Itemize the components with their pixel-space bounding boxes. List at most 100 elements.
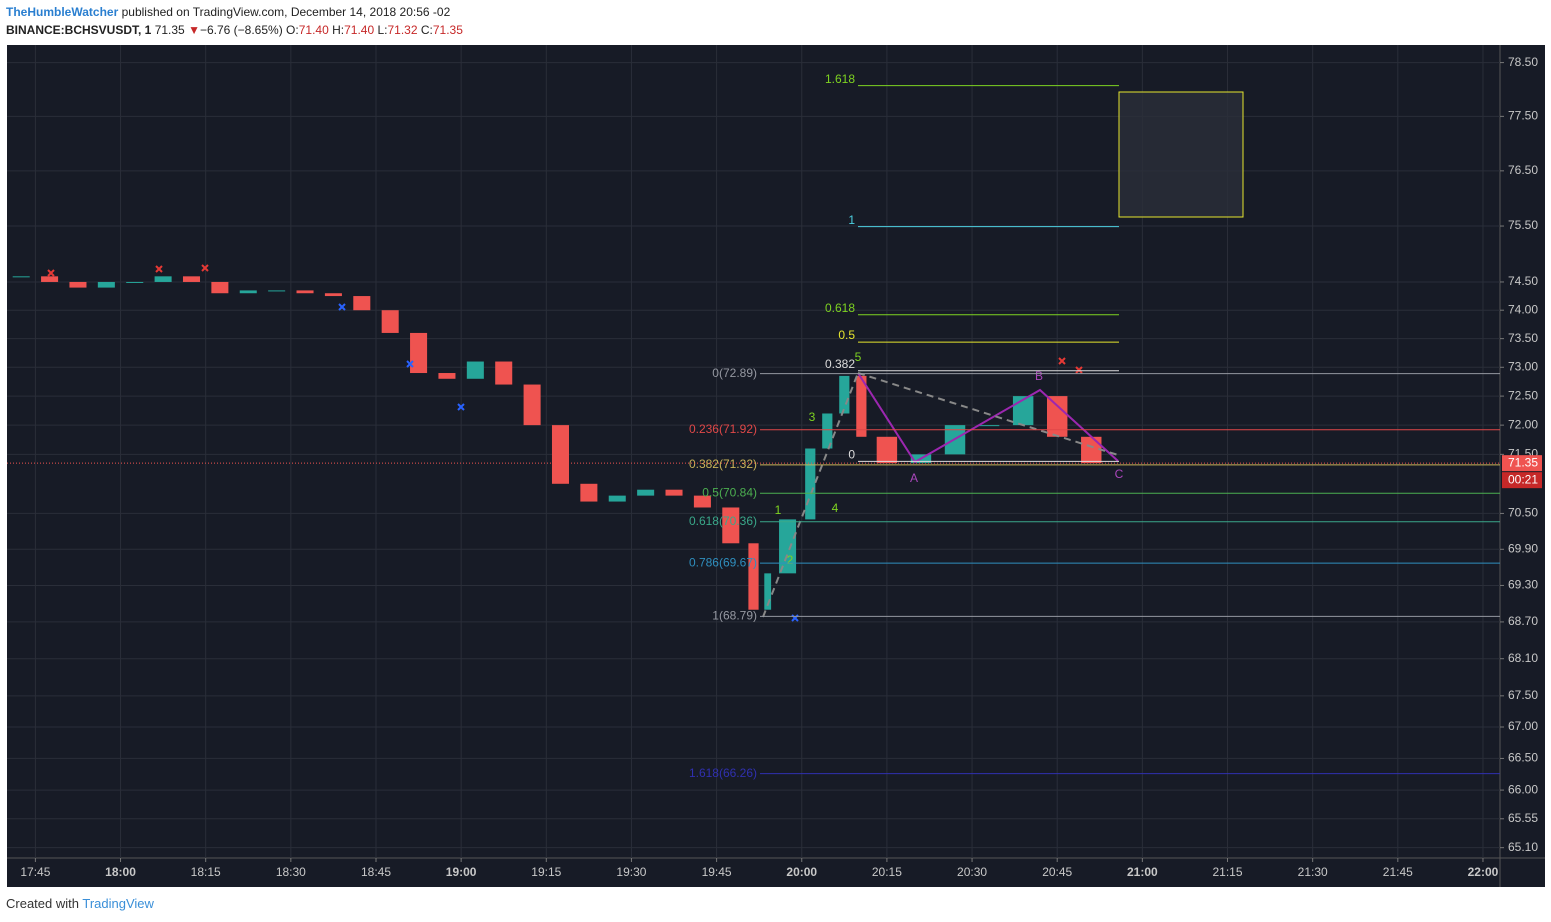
- fib-label: 0.382(71.32): [689, 457, 757, 471]
- current-price-label: 71.35: [1508, 455, 1538, 469]
- candle: [69, 281, 87, 288]
- buy-markers: [338, 303, 799, 622]
- y-tick-label: 74.50: [1508, 274, 1538, 288]
- candle: [822, 413, 833, 449]
- candle: [580, 483, 598, 502]
- candle: [856, 375, 867, 437]
- grid: [7, 45, 1500, 858]
- y-tick-label: 68.70: [1508, 614, 1538, 628]
- y-tick-label: 73.00: [1508, 359, 1538, 373]
- candle: [608, 495, 626, 502]
- fib-ext-label: 1.618: [825, 72, 855, 86]
- y-tick-label: 65.10: [1508, 840, 1538, 854]
- candle: [41, 276, 59, 282]
- fib-label: 0.5(70.84): [702, 485, 757, 499]
- current-price-box: [1502, 455, 1542, 472]
- fib-label: 0.618(70.36): [689, 514, 757, 528]
- fib-label: 0.236(71.92): [689, 422, 757, 436]
- candle: [693, 495, 711, 508]
- candle: [805, 448, 816, 520]
- candle: [381, 310, 399, 333]
- y-tick-label: 67.50: [1508, 688, 1538, 702]
- x-tick-label: 20:45: [1042, 865, 1072, 879]
- wave-label: C: [1115, 467, 1124, 481]
- abc-zigzag: [857, 372, 1119, 464]
- last: 71.35: [154, 23, 185, 37]
- ohlc-l-key: L:: [377, 23, 388, 37]
- candle: [1081, 436, 1102, 464]
- x-tick-label: 19:15: [531, 865, 561, 879]
- ohlc-h: 71.40: [344, 23, 375, 37]
- x-tick-label: 20:15: [872, 865, 902, 879]
- y-tick-label: 72.00: [1508, 417, 1538, 431]
- symbol: BINANCE:BCHSVUSDT, 1: [6, 23, 152, 37]
- wave-label: 2: [787, 553, 794, 567]
- candle: [466, 361, 484, 379]
- candle: [748, 543, 759, 610]
- candle: [665, 489, 683, 496]
- x-tick-label: 21:45: [1383, 865, 1413, 879]
- candle: [779, 519, 797, 574]
- y-tick-label: 66.50: [1508, 751, 1538, 765]
- y-tick-label: 77.50: [1508, 109, 1538, 123]
- x-tick-label: 19:45: [702, 865, 732, 879]
- ohlc-o: 71.40: [298, 23, 329, 37]
- y-tick-label: 70.50: [1508, 506, 1538, 520]
- author[interactable]: TheHumbleWatcher: [6, 5, 119, 19]
- arrow: ▼: [188, 23, 200, 37]
- x-tick-label: 18:15: [191, 865, 221, 879]
- fib-ext-label: 0.5: [838, 328, 855, 342]
- wave-label: A: [910, 471, 918, 485]
- countdown-box: [1502, 472, 1542, 489]
- x-tick-label: 19:30: [616, 865, 646, 879]
- change: −6.76 (−8.65%): [199, 23, 283, 37]
- candle: [296, 290, 314, 294]
- countdown-label: 00:21: [1508, 472, 1538, 486]
- candle: [410, 332, 428, 374]
- sell-markers: [47, 264, 1083, 374]
- trend-dashed: [857, 372, 1119, 456]
- created: Created with: [6, 896, 79, 911]
- y-tick-label: 73.50: [1508, 331, 1538, 345]
- candle: [97, 281, 115, 288]
- target-box: [1118, 91, 1244, 218]
- x-tick-label: 21:00: [1127, 865, 1158, 879]
- chart-background: [7, 45, 1545, 887]
- y-tick-label: 72.50: [1508, 388, 1538, 402]
- chart: 1 2 3 4 5 A B C 78.50 77.50 76.50 75.50 74.5…: [7, 45, 1545, 887]
- y-tick-label: 66.00: [1508, 782, 1538, 796]
- x-tick-label: 21:15: [1212, 865, 1242, 879]
- impulse-dashed: [762, 372, 859, 618]
- ohlc-c: 71.35: [432, 23, 463, 37]
- candle: [438, 373, 456, 379]
- candle: [154, 276, 172, 282]
- brand[interactable]: TradingView: [82, 896, 154, 911]
- footer: Created with TradingView: [6, 896, 154, 911]
- published: published on TradingView.com, December 1…: [121, 5, 451, 19]
- candle: [495, 361, 513, 385]
- fib-ext-label: 0.618: [825, 301, 855, 315]
- fib-ext-label: 0: [848, 448, 855, 462]
- x-tick-label: 19:00: [446, 865, 477, 879]
- fib-ext-label: 1: [848, 213, 855, 227]
- candle: [1046, 396, 1068, 437]
- fib-label: 1.618(66.26): [689, 766, 757, 780]
- candle: [324, 293, 342, 297]
- x-tick-label: 18:00: [105, 865, 136, 879]
- wave-label: B: [1035, 369, 1043, 383]
- candle: [978, 425, 1000, 427]
- candle: [839, 375, 850, 414]
- fib-label: 0.786(69.67): [689, 555, 757, 569]
- candle: [182, 276, 201, 282]
- ohlc-l: 71.32: [387, 23, 418, 37]
- candle: [876, 436, 898, 464]
- ohlc-o-key: O:: [286, 23, 299, 37]
- candle: [268, 290, 286, 292]
- x-tick-label: 20:30: [957, 865, 987, 879]
- fib-ext-label: 0.382: [825, 357, 855, 371]
- candle: [211, 281, 229, 294]
- fib-label: 0(72.89): [712, 366, 757, 380]
- y-tick-label: 75.50: [1508, 218, 1538, 232]
- y-tick-label: 69.90: [1508, 541, 1538, 555]
